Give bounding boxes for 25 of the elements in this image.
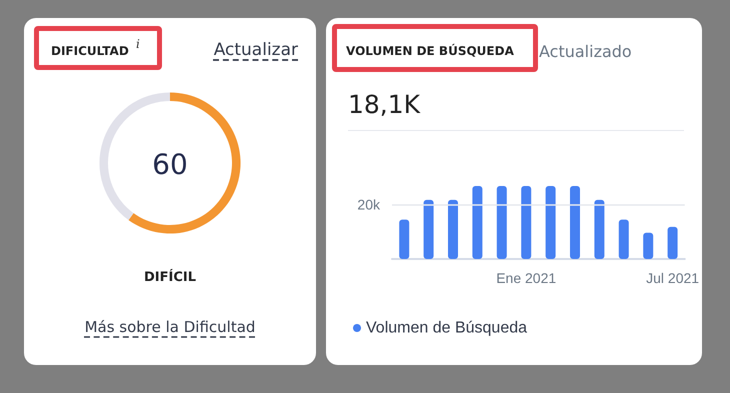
x-tick-label: Jul 2021 bbox=[646, 270, 700, 286]
bar bbox=[448, 200, 458, 259]
info-icon: i bbox=[136, 37, 140, 51]
bar bbox=[618, 220, 629, 259]
bar bbox=[521, 186, 532, 259]
chart-subtitle: 18,1K bbox=[348, 90, 420, 119]
bar bbox=[496, 186, 507, 259]
text: DIFÍCIL bbox=[142, 270, 197, 285]
bar bbox=[594, 200, 604, 259]
bar bbox=[399, 220, 410, 259]
bar bbox=[570, 186, 580, 259]
ref-line-label: 20k bbox=[357, 196, 381, 212]
bar bbox=[668, 226, 678, 259]
chart-title: VOLUMEN DE BÚSQUEDA bbox=[346, 44, 514, 58]
bar bbox=[424, 200, 434, 259]
text: Más sobre la Dificultad bbox=[84, 318, 256, 336]
bar bbox=[546, 186, 556, 259]
chart-title: DIFICULTAD bbox=[51, 44, 129, 58]
text: 60 bbox=[151, 148, 189, 181]
x-tick-label: Ene 2021 bbox=[496, 270, 556, 286]
text: Actualizar bbox=[214, 40, 298, 60]
bar bbox=[472, 186, 482, 259]
bar bbox=[643, 232, 654, 259]
legend-label: Volumen de Búsqueda bbox=[366, 320, 528, 336]
text: Actualizado bbox=[539, 42, 632, 61]
